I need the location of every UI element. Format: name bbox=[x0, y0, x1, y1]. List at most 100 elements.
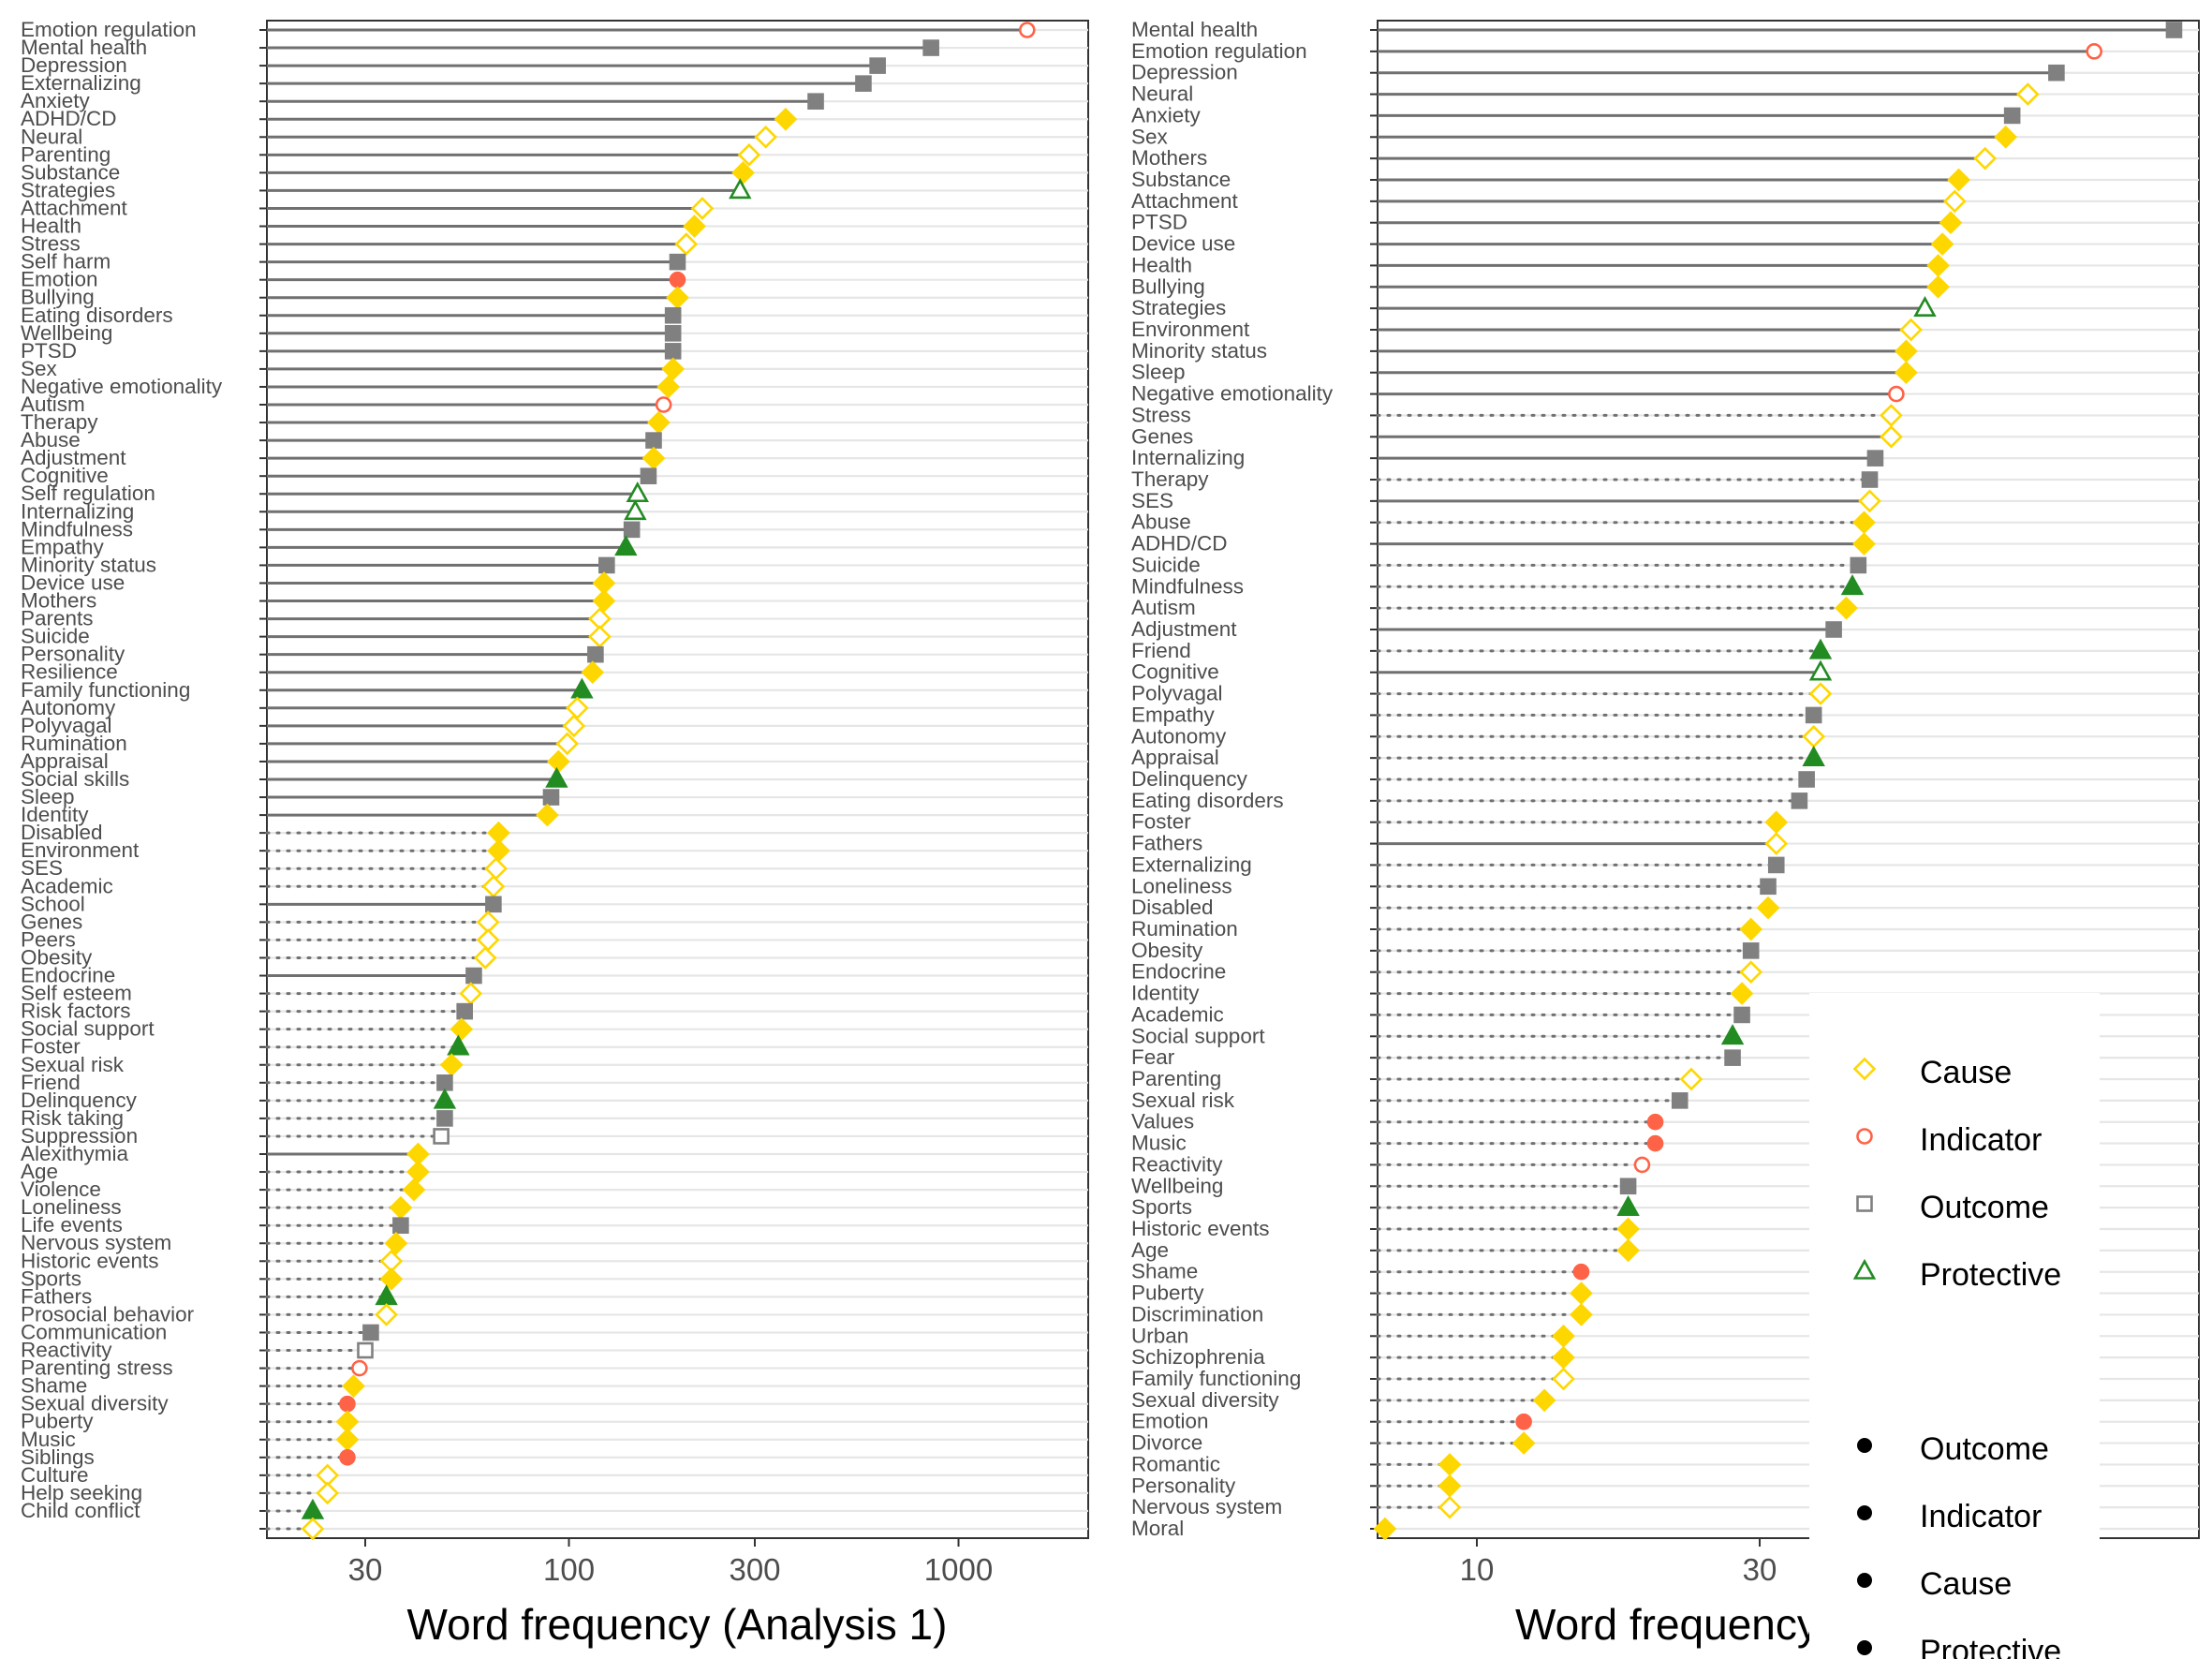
legend: Cause Indicator Outcome Protective Outcome I… bbox=[1809, 993, 2100, 1659]
y-tick-label: Divorce bbox=[1131, 1431, 1202, 1455]
y-tick-label: Foster bbox=[1131, 810, 1191, 834]
y-tick-label: Anxiety bbox=[21, 89, 91, 112]
data-point-cause bbox=[1852, 511, 1876, 535]
y-tick-label: Puberty bbox=[21, 1410, 94, 1433]
y-tick-label: Appraisal bbox=[1131, 746, 1219, 769]
y-tick-label: Social skills bbox=[21, 767, 129, 791]
data-point-outcome bbox=[623, 521, 641, 539]
y-tick-label: Empathy bbox=[21, 535, 105, 558]
y-tick-label: Mental health bbox=[1131, 18, 1258, 41]
data-point-outcome bbox=[542, 789, 560, 806]
y-tick-label: Rumination bbox=[21, 732, 127, 755]
y-tick-label: Music bbox=[1131, 1132, 1187, 1155]
y-tick-label: Abuse bbox=[21, 428, 81, 452]
data-point-cause bbox=[674, 232, 699, 256]
data-point-cause bbox=[1679, 1067, 1703, 1091]
data-point-cause bbox=[450, 1017, 474, 1042]
y-tick-label: Parenting bbox=[1131, 1067, 1221, 1090]
y-tick-label: Self esteem bbox=[21, 982, 132, 1005]
y-tick-label: Appraisal bbox=[21, 749, 109, 773]
y-tick-label: Sexual diversity bbox=[1131, 1388, 1279, 1412]
y-tick-label: Violence bbox=[21, 1178, 101, 1201]
data-point-outcome bbox=[1742, 942, 1760, 959]
data-point-outcome bbox=[2048, 64, 2065, 81]
y-tick-label: Internalizing bbox=[1131, 446, 1245, 469]
y-tick-label: Mindfulness bbox=[1131, 574, 1244, 598]
data-point-outcome bbox=[1825, 621, 1842, 638]
data-point-outcome bbox=[587, 645, 604, 663]
y-tick-label: Resilience bbox=[21, 660, 118, 684]
y-tick-label: Health bbox=[1131, 253, 1192, 276]
y-tick-label: Emotion bbox=[1131, 1410, 1209, 1433]
data-point-outcome bbox=[1767, 856, 1785, 874]
y-tick-label: Stress bbox=[1131, 403, 1191, 426]
data-point-cause bbox=[316, 1481, 340, 1505]
data-point-outcome bbox=[485, 896, 502, 913]
y-tick-label: Emotion bbox=[21, 268, 98, 291]
legend-label: Protective bbox=[1920, 1257, 2061, 1293]
y-tick-label: Suicide bbox=[1131, 553, 1201, 576]
data-point-outcome bbox=[598, 556, 615, 574]
data-point-protective bbox=[729, 178, 752, 200]
y-tick-label: Parents bbox=[21, 607, 94, 630]
data-point-cause bbox=[1552, 1367, 1575, 1391]
y-tick-label: Reactivity bbox=[21, 1339, 112, 1362]
y-tick-label: Suppression bbox=[21, 1124, 138, 1148]
y-tick-label: Minority status bbox=[21, 553, 156, 576]
data-point-protective bbox=[447, 1034, 470, 1056]
y-tick-label: Academic bbox=[1131, 1002, 1224, 1026]
y-tick-label: Self harm bbox=[21, 250, 111, 274]
data-point-outcome bbox=[465, 967, 482, 985]
x-tick-label: 10 bbox=[1460, 1552, 1495, 1587]
y-tick-label: Sexual diversity bbox=[21, 1392, 169, 1415]
y-tick-label: Foster bbox=[21, 1035, 81, 1059]
data-point-protective bbox=[433, 1088, 457, 1109]
data-point-outcome bbox=[436, 1074, 453, 1091]
data-point-cause bbox=[581, 660, 605, 685]
y-tick-label: Autonomy bbox=[21, 696, 116, 719]
y-tick-label: Externalizing bbox=[21, 71, 141, 95]
data-point-outcome bbox=[2165, 22, 2183, 38]
data-point-outcome bbox=[664, 343, 682, 360]
y-tick-label: Polyvagal bbox=[21, 714, 112, 737]
data-point-cause bbox=[562, 714, 586, 738]
data-point-cause bbox=[1895, 361, 1918, 385]
y-tick-label: Adjustment bbox=[21, 446, 126, 469]
data-point-cause bbox=[1616, 1217, 1640, 1241]
legend-label: Cause bbox=[1920, 1566, 2012, 1602]
data-point-cause bbox=[1438, 1474, 1462, 1498]
y-tick-label: Negative emotionality bbox=[21, 375, 223, 398]
y-tick-label: Sex bbox=[21, 357, 58, 380]
data-point-indicator bbox=[1646, 1134, 1664, 1152]
y-tick-label: Bullying bbox=[21, 286, 95, 309]
y-tick-label: Emotion regulation bbox=[21, 18, 197, 41]
y-tick-label: SES bbox=[1131, 489, 1173, 512]
data-point-protective bbox=[545, 766, 568, 788]
y-tick-label: Help seeking bbox=[21, 1481, 142, 1504]
x-axis-title: Word frequency bbox=[1515, 1600, 1819, 1649]
y-tick-label: Identity bbox=[1131, 982, 1200, 1005]
y-tick-label: Adjustment bbox=[1131, 617, 1237, 641]
y-tick-label: Loneliness bbox=[1131, 874, 1232, 897]
y-tick-label: Empathy bbox=[1131, 703, 1216, 726]
y-tick-label: Friend bbox=[1131, 639, 1191, 662]
x-tick-label: 30 bbox=[1743, 1552, 1777, 1587]
y-tick-label: Genes bbox=[1131, 424, 1193, 448]
y-tick-label: PTSD bbox=[1131, 211, 1187, 234]
y-tick-label: Puberty bbox=[1131, 1281, 1204, 1305]
data-point-cause bbox=[406, 1160, 430, 1184]
diamond-outline-icon bbox=[1852, 1057, 1877, 1081]
y-tick-label: Nervous system bbox=[21, 1231, 171, 1254]
y-tick-label: Discrimination bbox=[1131, 1302, 1263, 1326]
triangle-outline-icon bbox=[1852, 1258, 1877, 1280]
y-tick-label: Sleep bbox=[21, 785, 75, 808]
y-tick-label: Music bbox=[21, 1428, 76, 1451]
filled-dot-icon bbox=[1857, 1505, 1872, 1520]
data-point-outcome bbox=[807, 93, 824, 110]
y-tick-label: Sports bbox=[1131, 1195, 1192, 1219]
y-tick-label: Anxiety bbox=[1131, 103, 1202, 126]
data-point-outcome bbox=[392, 1217, 409, 1234]
data-point-cause bbox=[1994, 125, 2018, 149]
y-tick-label: Fear bbox=[1131, 1045, 1175, 1069]
